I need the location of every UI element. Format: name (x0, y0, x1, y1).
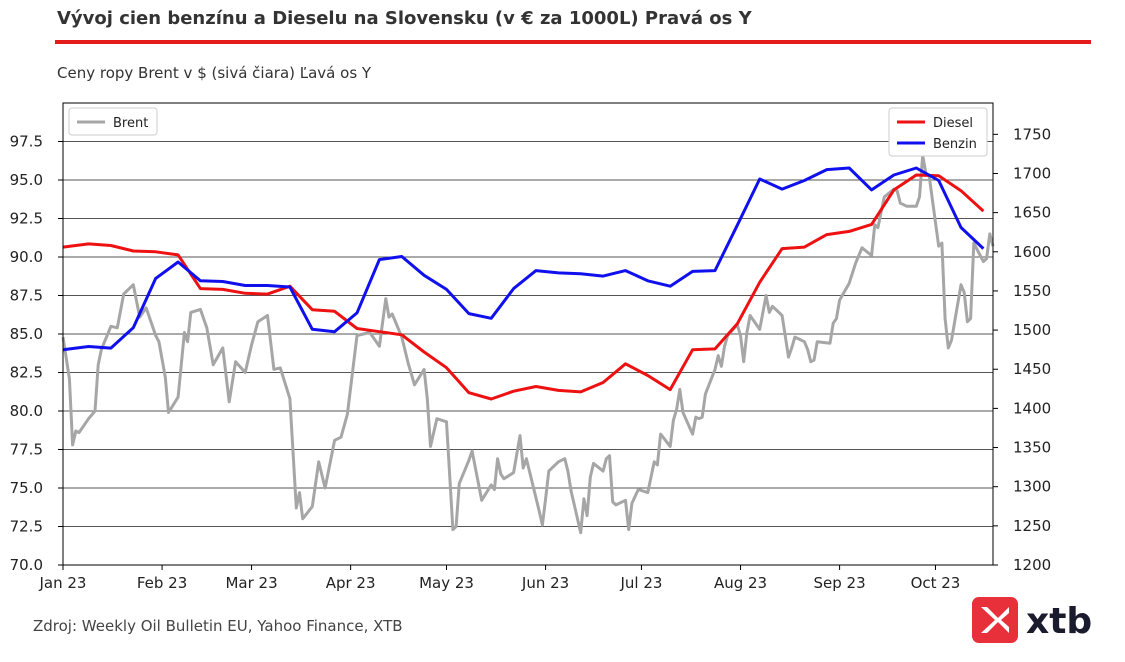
chart-title: Vývoj cien benzínu a Dieselu na Slovensk… (57, 8, 752, 29)
source-note: Zdroj: Weekly Oil Bulletin EU, Yahoo Fin… (33, 617, 403, 635)
x-tick-label: Apr 23 (326, 574, 376, 592)
x-tick-label: Mar 23 (225, 574, 277, 592)
right-tick-label: 1450 (1013, 360, 1051, 378)
left-tick-label: 80.0 (10, 402, 43, 420)
right-tick-label: 1350 (1013, 439, 1051, 457)
left-tick-label: 77.5 (10, 441, 43, 459)
left-axis: 70.0 72.5 75.0 77.5 80.0 82.5 85.0 87.5 90.0 92.5… (10, 133, 63, 574)
right-tick-label: 1500 (1013, 321, 1051, 339)
left-tick-label: 95.0 (10, 171, 43, 189)
legend-label-benzin: Benzin (933, 137, 977, 152)
x-tick-label: Feb 23 (137, 574, 187, 592)
oil-price-chart: 70.0 72.5 75.0 77.5 80.0 82.5 85.0 87.5 90.0 92.5… (10, 102, 1051, 592)
right-tick-label: 1250 (1013, 517, 1051, 535)
x-tick-label: Aug 23 (714, 574, 767, 592)
left-tick-label: 90.0 (10, 248, 43, 266)
right-tick-label: 1400 (1013, 399, 1051, 417)
left-tick-label: 87.5 (10, 287, 43, 305)
x-axis: Jan 23 Feb 23 Mar 23 Apr 23 May 23 Jun 23 Jul … (39, 565, 961, 592)
legend-left: Brent (68, 107, 158, 136)
x-tick-label: Jan 23 (39, 574, 87, 592)
x-tick-label: Sep 23 (814, 574, 866, 592)
left-tick-label: 85.0 (10, 325, 43, 343)
right-tick-label: 1700 (1013, 164, 1051, 182)
right-tick-label: 1650 (1013, 204, 1051, 222)
left-tick-label: 97.5 (10, 133, 43, 151)
series-line-benzin (62, 166, 985, 352)
legend-label-brent: Brent (113, 116, 148, 131)
series-layer (61, 153, 995, 535)
left-tick-label: 92.5 (10, 210, 43, 228)
right-tick-label: 1600 (1013, 243, 1051, 261)
x-tick-label: Jun 23 (521, 574, 569, 592)
left-tick-label: 70.0 (10, 556, 43, 574)
xtb-logo: xtb (972, 597, 1092, 643)
left-tick-label: 75.0 (10, 479, 43, 497)
series-line-diesel (62, 173, 985, 401)
right-tick-label: 1750 (1013, 125, 1051, 143)
right-tick-label: 1200 (1013, 556, 1051, 574)
right-axis: 1200 1250 1300 1350 1400 1450 1500 1550 1600 1650… (993, 125, 1051, 574)
chart-subtitle: Ceny ropy Brent v $ (sivá čiara) Ľavá os… (57, 64, 372, 82)
legend-label-diesel: Diesel (933, 116, 973, 131)
gridlines (63, 141, 993, 527)
x-tick-label: Jul 23 (619, 574, 662, 592)
right-tick-label: 1550 (1013, 282, 1051, 300)
legend-box (68, 107, 158, 136)
logo-wordmark: xtb (1026, 601, 1092, 642)
left-tick-label: 72.5 (10, 518, 43, 536)
x-tick-label: Oct 23 (911, 574, 961, 592)
title-underline (55, 40, 1091, 44)
left-tick-label: 82.5 (10, 364, 43, 382)
x-tick-label: May 23 (419, 574, 474, 592)
legend-right: Diesel Benzin (888, 107, 988, 157)
right-tick-label: 1300 (1013, 478, 1051, 496)
series-line-brent (61, 153, 995, 535)
